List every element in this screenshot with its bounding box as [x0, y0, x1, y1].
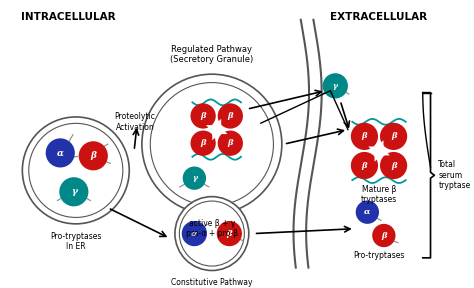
- Circle shape: [150, 83, 273, 206]
- Text: β: β: [228, 139, 233, 147]
- Circle shape: [323, 73, 348, 98]
- Text: EXTRACELLULAR: EXTRACELLULAR: [330, 12, 428, 22]
- Text: Pro-tryptases: Pro-tryptases: [353, 251, 405, 260]
- Text: β: β: [90, 151, 96, 160]
- Circle shape: [372, 224, 395, 247]
- Text: β: β: [391, 162, 396, 170]
- Polygon shape: [368, 140, 390, 162]
- Text: α: α: [57, 148, 64, 158]
- Text: β: β: [201, 112, 206, 120]
- Circle shape: [79, 141, 108, 170]
- Text: γ: γ: [333, 82, 338, 90]
- Circle shape: [179, 201, 245, 266]
- Text: active β + γ
pro-α + pro-β: active β + γ pro-α + pro-β: [186, 219, 238, 238]
- Polygon shape: [206, 119, 228, 140]
- Text: INTRACELLULAR: INTRACELLULAR: [21, 12, 115, 22]
- Circle shape: [46, 138, 75, 168]
- Text: β: β: [228, 112, 233, 120]
- Circle shape: [218, 103, 243, 129]
- Text: β: β: [362, 162, 367, 170]
- Text: α: α: [191, 230, 198, 238]
- Circle shape: [182, 166, 206, 190]
- Text: β: β: [362, 132, 367, 140]
- Circle shape: [217, 221, 242, 246]
- Text: Pro-tryptases
In ER: Pro-tryptases In ER: [50, 232, 101, 251]
- Text: γ: γ: [192, 174, 197, 182]
- Text: Total
serum
tryptase: Total serum tryptase: [438, 160, 471, 190]
- Circle shape: [175, 197, 249, 270]
- Circle shape: [29, 123, 123, 217]
- Text: Mature β
tryptases: Mature β tryptases: [361, 185, 397, 204]
- Circle shape: [59, 177, 89, 206]
- Text: β: β: [391, 132, 396, 140]
- Circle shape: [142, 74, 282, 214]
- Text: Constitutive Pathway: Constitutive Pathway: [171, 278, 253, 287]
- Circle shape: [380, 152, 407, 179]
- Circle shape: [182, 221, 207, 246]
- Circle shape: [380, 123, 407, 150]
- Text: β: β: [227, 230, 232, 238]
- Circle shape: [351, 152, 378, 179]
- Text: γ: γ: [71, 187, 77, 196]
- Circle shape: [351, 123, 378, 150]
- Circle shape: [218, 130, 243, 156]
- Text: β: β: [381, 232, 387, 240]
- Text: Regulated Pathway
(Secretory Granule): Regulated Pathway (Secretory Granule): [170, 45, 254, 65]
- Circle shape: [22, 117, 129, 224]
- Circle shape: [191, 103, 216, 129]
- Circle shape: [356, 200, 379, 224]
- Text: α: α: [364, 208, 371, 216]
- Text: Proteolytic
Activation: Proteolytic Activation: [115, 112, 155, 132]
- Circle shape: [191, 130, 216, 156]
- Text: β: β: [201, 139, 206, 147]
